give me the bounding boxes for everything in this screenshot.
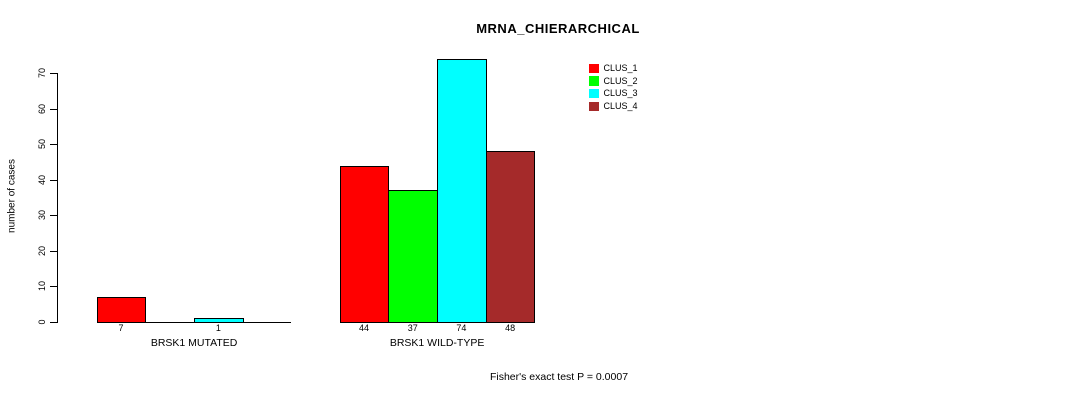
fisher-test-note: Fisher's exact test P = 0.0007 <box>489 371 629 383</box>
bar-clus_2-wildtype <box>388 190 439 323</box>
y-axis-tick <box>50 250 57 252</box>
y-tick-label: 60 <box>37 103 47 114</box>
bar-value-label: 37 <box>407 323 418 333</box>
x-axis-baseline <box>96 322 292 323</box>
legend-label: CLUS_4 <box>603 100 638 111</box>
y-axis-line <box>57 73 58 323</box>
legend: CLUS_1 CLUS_2 CLUS_3 CLUS_4 <box>589 62 638 113</box>
bar-value-label: 74 <box>456 323 467 333</box>
bar-value-label: 7 <box>118 323 124 333</box>
y-tick-label: 0 <box>37 319 47 325</box>
y-tick-label: 20 <box>37 245 47 256</box>
y-axis-tick <box>50 144 57 146</box>
group-label-mutated: BRSK1 MUTATED <box>150 337 238 349</box>
bar-clus_3-wildtype <box>437 58 487 323</box>
y-axis-tick <box>50 322 57 323</box>
legend-label: CLUS_2 <box>603 75 638 86</box>
legend-swatch-icon <box>589 88 599 99</box>
y-tick-label: 70 <box>37 68 47 79</box>
y-tick-label: 40 <box>37 174 47 185</box>
legend-label: CLUS_3 <box>603 88 638 99</box>
bar-value-label: 1 <box>215 323 221 333</box>
bar-value-label: 44 <box>359 323 370 333</box>
legend-label: CLUS_1 <box>603 62 638 73</box>
legend-swatch-icon <box>589 76 599 86</box>
y-tick-label: 50 <box>37 139 47 150</box>
legend-item-clus_1: CLUS_1 <box>589 62 638 75</box>
legend-item-clus_3: CLUS_3 <box>589 87 638 100</box>
y-tick-label: 30 <box>37 210 47 221</box>
y-axis-label: number of cases <box>6 159 18 233</box>
bar-clus_4-wildtype <box>485 151 536 323</box>
y-axis-tick <box>50 286 57 288</box>
y-axis-tick <box>50 179 57 181</box>
legend-item-clus_4: CLUS_4 <box>589 100 638 113</box>
y-axis-tick <box>50 215 57 217</box>
group-label-wildtype: BRSK1 WILD-TYPE <box>389 337 485 349</box>
legend-swatch-icon <box>589 101 599 112</box>
bar-clus_1-wildtype <box>339 165 390 323</box>
y-tick-label: 10 <box>37 281 47 292</box>
y-axis-tick <box>50 108 57 110</box>
legend-swatch-icon <box>589 63 599 74</box>
bar-value-label: 48 <box>505 323 516 333</box>
bar-clus_1-mutated <box>96 297 147 323</box>
legend-item-clus_2: CLUS_2 <box>589 75 638 88</box>
y-axis-tick <box>50 73 57 75</box>
chart-title: MRNA_CHIERARCHICAL <box>476 21 640 36</box>
bar-clus_3-mutated <box>194 318 244 323</box>
